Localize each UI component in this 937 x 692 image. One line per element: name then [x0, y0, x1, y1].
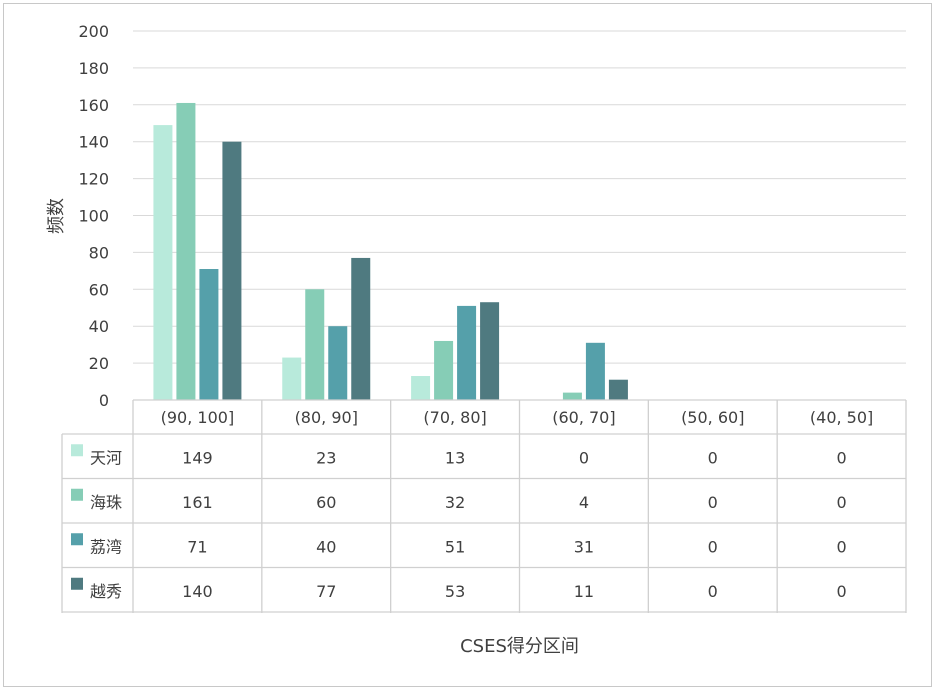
y-tick-label: 180 [78, 59, 109, 78]
table-cell: 161 [182, 493, 213, 512]
table-cell: 0 [836, 493, 846, 512]
table-cell: 0 [579, 448, 589, 467]
bar [282, 357, 302, 400]
data-table: (90, 100] (80, 90] (70, 80] (60, 70] (50, 60… [61, 399, 907, 613]
table-cell: 0 [708, 537, 718, 556]
y-tick-label: 60 [89, 280, 109, 299]
chart-frame: 0 20 40 60 80 100 120 140 160 180 200 (90, 100] (80… [3, 3, 932, 687]
bar [328, 326, 348, 400]
legend-swatch [71, 533, 83, 546]
bar [153, 125, 173, 400]
table-cell: 23 [316, 448, 336, 467]
x-tick-label: (80, 90] [295, 408, 358, 427]
x-tick-label: (40, 50] [810, 408, 873, 427]
bar [222, 141, 242, 400]
bar [562, 392, 582, 400]
table-cell: 31 [574, 537, 594, 556]
bar [176, 102, 196, 400]
table-cell: 11 [574, 582, 594, 601]
y-tick-label: 0 [99, 391, 109, 410]
table-cell: 149 [182, 448, 213, 467]
y-tick-label: 120 [78, 170, 109, 189]
y-tick-label: 40 [89, 317, 109, 336]
table-cell: 0 [708, 448, 718, 467]
table-cell: 140 [182, 582, 213, 601]
table-cell: 71 [187, 537, 207, 556]
table-cell: 77 [316, 582, 336, 601]
y-axis-ticks: 0 20 40 60 80 100 120 140 160 180 200 [78, 22, 109, 410]
x-tick-label: (70, 80] [423, 408, 486, 427]
x-axis-label: CSES得分区间 [460, 636, 579, 657]
legend-swatch [71, 444, 83, 457]
bars [153, 102, 628, 400]
table-cell: 0 [836, 537, 846, 556]
y-tick-label: 20 [89, 354, 109, 373]
bar [457, 305, 477, 400]
bar [351, 257, 371, 400]
x-tick-label: (50, 60] [681, 408, 744, 427]
x-tick-label: (60, 70] [552, 408, 615, 427]
table-cell: 0 [708, 493, 718, 512]
table-cell: 60 [316, 493, 336, 512]
gridlines [133, 30, 906, 401]
table-cell: 40 [316, 537, 336, 556]
bar [434, 340, 454, 400]
legend-label: 海珠 [90, 493, 122, 512]
table-cell: 0 [836, 448, 846, 467]
bar [480, 302, 500, 400]
bar [608, 379, 628, 400]
legend-label: 天河 [90, 448, 122, 467]
y-tick-label: 200 [78, 22, 109, 41]
table-cell: 13 [445, 448, 465, 467]
bar [585, 342, 605, 400]
y-tick-label: 80 [89, 243, 109, 262]
x-tick-label: (90, 100] [161, 408, 235, 427]
legend-label: 荔湾 [90, 537, 122, 556]
table-cell: 32 [445, 493, 465, 512]
y-tick-label: 140 [78, 133, 109, 152]
table-cell: 53 [445, 582, 465, 601]
table-cell: 51 [445, 537, 465, 556]
bar [305, 289, 325, 400]
table-cell: 4 [579, 493, 589, 512]
table-cell: 0 [708, 582, 718, 601]
legend-swatch [71, 577, 83, 590]
legend-label: 越秀 [90, 582, 122, 601]
bar [411, 376, 431, 400]
y-tick-label: 160 [78, 96, 109, 115]
y-tick-label: 100 [78, 207, 109, 226]
bar [199, 269, 219, 400]
y-axis-label: 频数 [46, 198, 67, 234]
table-cell: 0 [836, 582, 846, 601]
legend-swatch [71, 488, 83, 501]
